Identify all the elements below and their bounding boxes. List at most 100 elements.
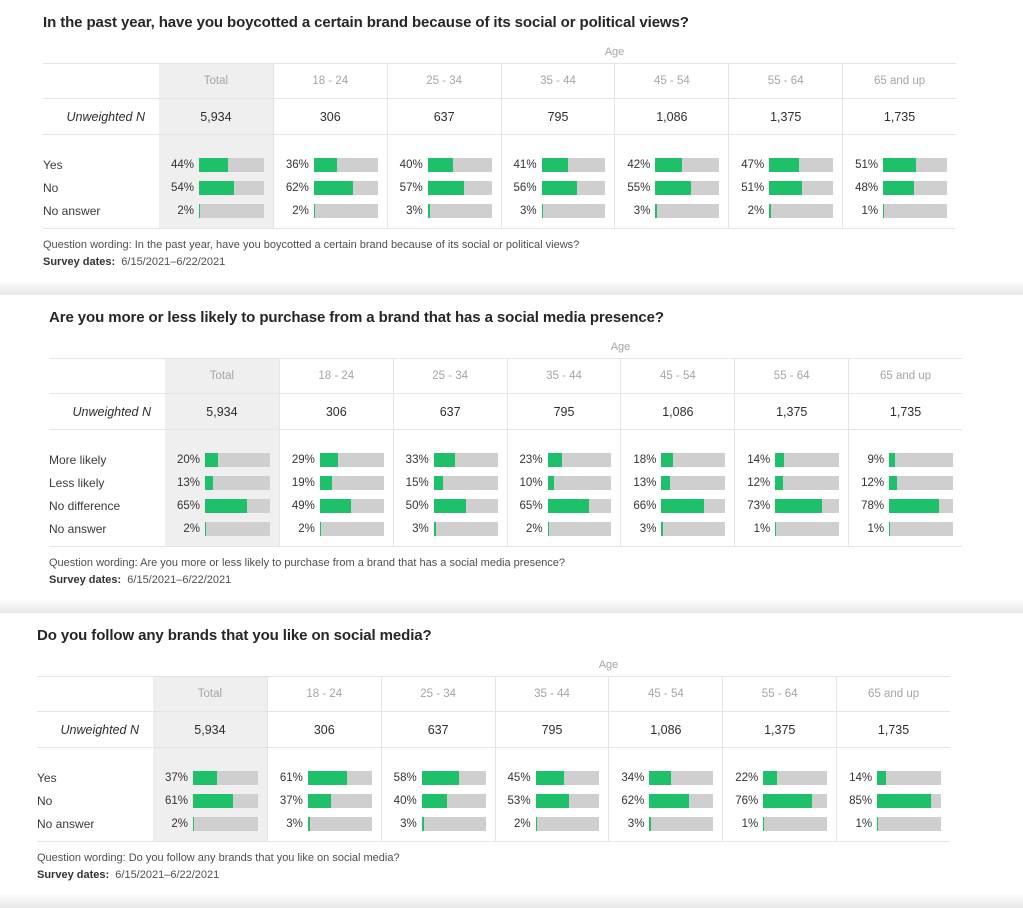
bar-cell: 14% <box>836 766 950 789</box>
row-label-header-cell <box>49 358 165 394</box>
bar-cell: 37% <box>153 766 267 789</box>
spacer-cell <box>728 148 842 153</box>
percent-label: 85% <box>849 794 873 807</box>
table-bottom-cell <box>614 222 729 229</box>
unweighted-n-value: 306 <box>266 712 381 748</box>
bar-cell: 13% <box>620 471 734 494</box>
unweighted-n-value: 1,086 <box>620 394 735 430</box>
spacer-cell <box>37 748 153 761</box>
bar-cell: 1% <box>722 812 836 835</box>
bar-track <box>547 475 612 490</box>
section-title: In the past year, have you boycotted a c… <box>43 14 689 31</box>
table-bottom-cell <box>836 835 950 842</box>
spacer-cell <box>153 761 267 766</box>
survey-section: Are you more or less likely to purchase … <box>0 295 1023 600</box>
survey-dates-label: Survey dates: <box>43 255 116 268</box>
bar-fill <box>661 452 673 467</box>
bar-cell: 2% <box>159 199 273 222</box>
col-header-cell: Total <box>165 358 279 394</box>
unweighted-n-value: 637 <box>386 99 501 135</box>
percent-label: 61% <box>164 794 188 807</box>
bar-fill <box>421 816 424 831</box>
bar-fill <box>649 816 652 831</box>
percent-label: 62% <box>621 794 645 807</box>
table-bottom-cell <box>500 222 615 229</box>
percent-label: 65% <box>519 499 543 512</box>
bar-cell: 18% <box>620 448 734 471</box>
spacer-cell <box>614 135 728 148</box>
answer-label: Yes <box>43 157 63 172</box>
bar-cell: 40% <box>380 789 495 812</box>
bar-cell: 9% <box>848 448 962 471</box>
percent-label: 2% <box>298 522 315 535</box>
bar-track <box>193 770 258 785</box>
bar-fill <box>541 203 544 218</box>
crosstab-grid: Total 18 - 24 25 - 34 35 - 44 45 - 54 55 - 64… <box>49 358 962 547</box>
bar-fill <box>193 793 233 808</box>
spacer-cell <box>620 430 734 443</box>
bar-cell: 3% <box>500 199 615 222</box>
bar-cell: 33% <box>392 448 507 471</box>
answer-label: No answer <box>43 203 101 218</box>
bar-fill <box>541 180 578 195</box>
bar-track <box>655 180 720 195</box>
bar-track <box>319 475 384 490</box>
table-bottom-cell <box>608 835 723 842</box>
col-header-cell: 65 and up <box>848 358 962 394</box>
bar-fill <box>655 157 683 172</box>
unweighted-n-value: 795 <box>506 394 621 430</box>
percent-label: 19% <box>291 476 315 489</box>
bar-track <box>877 816 941 831</box>
bar-cell: 42% <box>614 153 728 176</box>
bar-fill <box>199 180 235 195</box>
bar-track <box>433 452 498 467</box>
bar-cell: 41% <box>500 153 615 176</box>
table-bottom-cell <box>386 222 501 229</box>
bar-cell: 13% <box>165 471 279 494</box>
bar-fill <box>427 203 430 218</box>
percent-label: 12% <box>747 476 771 489</box>
bar-cell: 44% <box>159 153 273 176</box>
bar-track <box>427 203 492 218</box>
bar-cell: 12% <box>734 471 848 494</box>
percent-label: 18% <box>633 453 657 466</box>
bar-fill <box>319 521 322 536</box>
bar-track <box>205 521 270 536</box>
table-bottom-cell <box>159 222 273 229</box>
bar-cell: 3% <box>608 812 722 835</box>
percent-label: 1% <box>741 817 759 830</box>
bar-cell: 66% <box>620 494 734 517</box>
bar-fill <box>433 475 444 490</box>
bar-fill <box>889 475 897 490</box>
footer-question: Question wording: In the past year, have… <box>43 239 580 251</box>
row-label-header-cell <box>43 63 159 99</box>
col-header-cell: Total <box>153 676 267 712</box>
bar-track <box>535 793 600 808</box>
bar-fill <box>535 793 570 808</box>
unweighted-n-value: 5,934 <box>159 99 273 135</box>
percent-label: 13% <box>176 476 200 489</box>
bar-fill <box>769 180 802 195</box>
bar-fill <box>421 793 448 808</box>
bar-fill <box>883 203 884 218</box>
bar-fill <box>199 203 201 218</box>
bar-cell: 2% <box>272 199 387 222</box>
bar-track <box>421 816 486 831</box>
col-header-cell: 55 - 64 <box>722 676 837 712</box>
table-bottom-cell <box>153 835 267 842</box>
bar-track <box>877 770 941 785</box>
bar-fill <box>661 475 670 490</box>
bar-track <box>307 816 372 831</box>
footer-dates: Survey dates: 6/15/2021–6/22/2021 <box>43 254 956 271</box>
percent-label: 3% <box>400 817 417 830</box>
spacer-cell <box>392 443 507 448</box>
bar-track <box>775 498 840 513</box>
bar-fill <box>427 180 465 195</box>
answer-label: No answer <box>49 521 107 536</box>
table-bottom-cell <box>506 540 621 547</box>
bar-fill <box>763 793 812 808</box>
table-bottom-cell <box>842 222 956 229</box>
bar-track <box>193 793 258 808</box>
bar-track <box>541 203 606 218</box>
bar-fill <box>313 203 316 218</box>
